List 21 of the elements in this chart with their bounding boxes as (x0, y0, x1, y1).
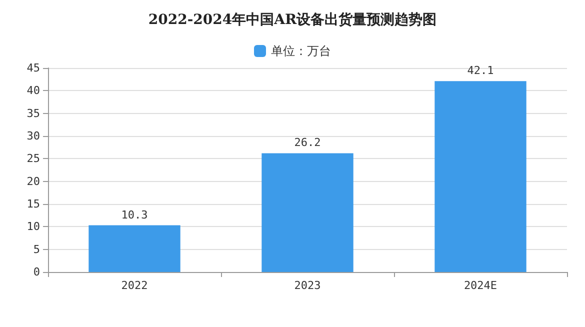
y-tick-label: 40 (26, 84, 40, 98)
y-tick-label: 5 (33, 242, 40, 256)
y-tick-label: 15 (26, 198, 40, 210)
legend-label: 单位：万台 (271, 44, 331, 58)
x-tick-label: 2023 (294, 279, 321, 292)
y-tick-label: 0 (33, 266, 40, 278)
data-label: 42.1 (467, 64, 494, 78)
data-label: 10.3 (121, 208, 148, 222)
data-label: 26.2 (294, 136, 321, 150)
bar (434, 81, 526, 272)
bar (262, 153, 354, 272)
x-tick-label: 2022 (121, 279, 148, 292)
y-tick-label: 10 (26, 220, 40, 234)
chart-title: 2022-2024年中国AR设备出货量预测趋势图 (148, 12, 437, 28)
bar (88, 225, 180, 272)
y-tick-label: 45 (26, 62, 40, 74)
y-tick-label: 20 (26, 174, 40, 188)
y-tick-label: 25 (26, 152, 40, 166)
y-tick-label: 30 (26, 130, 40, 142)
x-tick-label: 2024E (464, 279, 498, 292)
y-tick-label: 35 (26, 106, 40, 120)
